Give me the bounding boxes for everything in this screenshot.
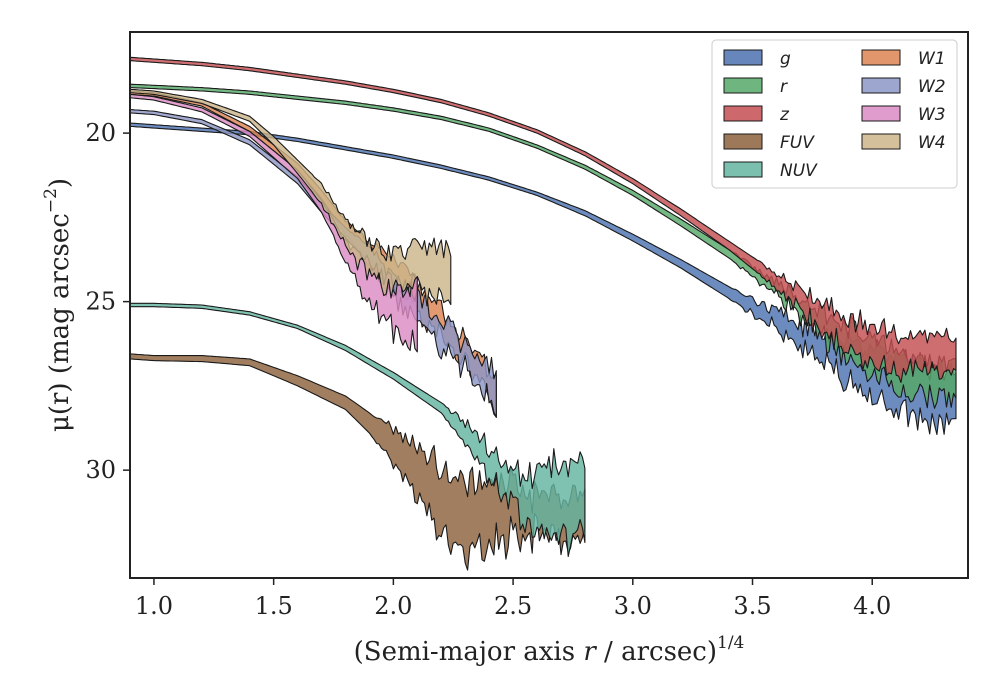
band-w3 <box>129 93 418 353</box>
legend-label-w2: W2 <box>918 77 946 97</box>
legend-label-w1: W1 <box>918 49 946 69</box>
band-fuv <box>129 353 586 571</box>
legend-label-w4: W4 <box>918 133 946 153</box>
legend-label-nuv: NUV <box>780 161 818 181</box>
band-w4 <box>129 88 452 307</box>
x-tick-label: 1.0 <box>135 592 173 620</box>
y-tick-label: 20 <box>85 119 116 147</box>
legend-label-r: r <box>780 77 788 97</box>
legend-swatch-fuv <box>723 133 763 150</box>
x-tick-label: 2.5 <box>494 592 532 620</box>
y-axis-label: μ(r) (mag arcsec−2) <box>41 178 75 432</box>
legend-label-z: z <box>779 105 790 125</box>
legend-swatch-g <box>723 49 763 66</box>
plot-frame <box>129 31 969 579</box>
y-tick-label: 30 <box>85 456 116 484</box>
x-tick-label: 3.0 <box>614 592 652 620</box>
band-g <box>129 122 957 436</box>
legend-swatch-w3 <box>861 105 901 122</box>
x-axis-label: (Semi-major axis r / arcsec)1/4 <box>354 633 745 667</box>
legend-label-w3: W3 <box>918 105 946 125</box>
legend-swatch-w4 <box>861 133 901 150</box>
x-tick-label: 1.5 <box>255 592 293 620</box>
legend: grz FUV NUV W1 W2 W3 W4 <box>711 39 958 189</box>
legend-swatch-r <box>723 77 763 94</box>
legend-label-fuv: FUV <box>780 133 815 153</box>
x-tick-label: 3.5 <box>733 592 771 620</box>
legend-label-g: g <box>780 49 791 69</box>
x-tick-label: 2.0 <box>374 592 412 620</box>
y-tick-label: 25 <box>85 288 116 316</box>
band-r <box>129 83 957 409</box>
band-nuv <box>129 302 586 558</box>
band-layer <box>129 56 957 571</box>
band-w2 <box>129 108 497 418</box>
x-tick-label: 4.0 <box>853 592 891 620</box>
axis-ticks: 1.0 1.5 2.0 2.5 3.0 3.5 4.0 20 25 30 <box>85 119 891 620</box>
legend-swatch-w2 <box>861 77 901 94</box>
legend-swatch-nuv <box>723 161 763 178</box>
band-z <box>129 56 957 384</box>
legend-swatch-z <box>723 105 763 122</box>
legend-frame <box>711 39 958 189</box>
legend-swatch-w1 <box>861 49 901 66</box>
